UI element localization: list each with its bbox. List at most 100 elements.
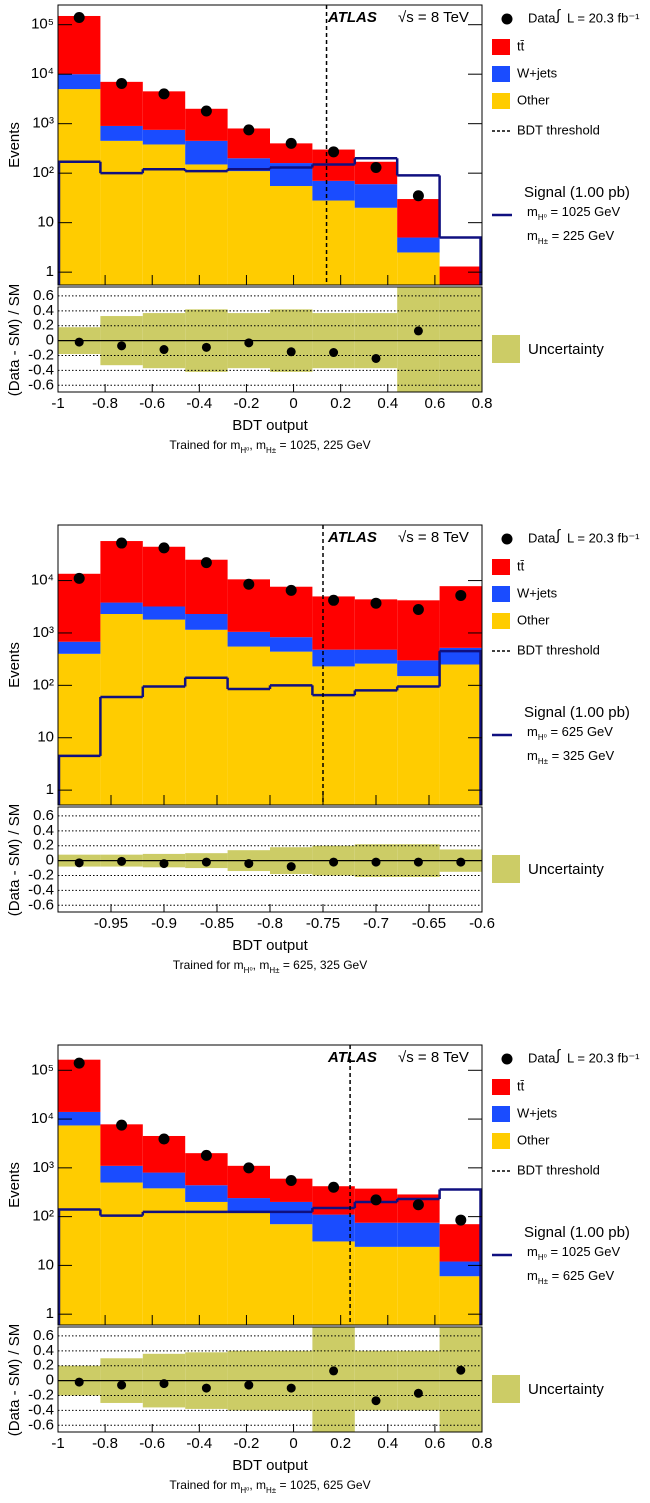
data-point — [412, 190, 424, 202]
y-tick-label: 1 — [46, 263, 54, 280]
x-tick-label: -0.7 — [363, 915, 389, 932]
bar — [142, 619, 186, 805]
data-point — [158, 1133, 170, 1145]
x-axis-label: BDT output — [232, 417, 308, 434]
uncertainty-band — [439, 287, 482, 392]
ratio-frame — [57, 806, 483, 913]
uncertainty-band — [312, 1327, 355, 1432]
bar — [312, 666, 355, 805]
x-tick-label: -0.95 — [94, 915, 128, 932]
bar — [439, 266, 482, 285]
bar — [227, 158, 270, 172]
bar — [58, 89, 101, 285]
ratio-point — [413, 326, 423, 336]
legend-swatch — [492, 66, 510, 82]
legend-label: BDT threshold — [517, 1162, 600, 1177]
ratio-point — [201, 342, 211, 352]
ratio-axis-label: (Data - SM) / SM — [6, 1324, 23, 1437]
ratio-point — [244, 859, 254, 869]
y-tick-label: 10⁴ — [31, 1110, 54, 1127]
x-tick-label: 0.6 — [424, 1435, 445, 1452]
bar — [142, 546, 186, 607]
legend-mass-part: = 225 GeV — [548, 228, 614, 243]
bar — [397, 1222, 440, 1247]
ratio-tick-label: 0.2 — [33, 317, 54, 334]
legend-label: Other — [517, 612, 550, 627]
ratio-tick-label: -0.4 — [28, 1401, 54, 1418]
legend-mass-subscript: H± — [538, 237, 549, 246]
legend-swatch — [492, 855, 520, 883]
data-point — [412, 604, 424, 616]
bar — [397, 237, 440, 253]
y-tick-label: 10² — [32, 676, 54, 693]
ratio-point — [117, 1380, 127, 1390]
legend-label: BDT threshold — [517, 122, 600, 137]
bar — [354, 1246, 398, 1325]
ratio-axis-label: (Data - SM) / SM — [6, 804, 23, 917]
legend-label: BDT threshold — [517, 642, 600, 657]
x-tick-label: -0.6 — [469, 915, 495, 932]
ratio-point — [159, 859, 169, 869]
bar — [270, 163, 313, 187]
legend-label: Uncertainty — [528, 861, 604, 878]
y-tick-label: 10 — [37, 1256, 54, 1273]
ratio-tick-label: 0.4 — [33, 302, 54, 319]
x-tick-label: -0.4 — [186, 395, 212, 412]
legend-label: Data — [528, 1050, 556, 1065]
uncertainty-band — [397, 287, 440, 392]
bar — [58, 641, 101, 654]
ratio-axis-label: (Data - SM) / SM — [6, 284, 23, 397]
bar — [227, 171, 270, 285]
x-tick-label: -0.8 — [92, 395, 118, 412]
caption-subscript: H± — [266, 1486, 277, 1495]
y-tick-label: 10⁵ — [31, 1061, 54, 1078]
bar — [227, 1211, 270, 1325]
bar — [354, 184, 398, 208]
data-point — [285, 1175, 297, 1187]
experiment-label: ATLAS — [327, 9, 377, 26]
lumi-symbol: ∫ — [555, 527, 562, 544]
ratio-point — [413, 857, 423, 867]
x-tick-label: -0.2 — [234, 1435, 260, 1452]
bar — [397, 676, 440, 805]
legend-label: W+jets — [517, 585, 558, 600]
bar — [185, 559, 228, 615]
lumi-symbol: ∫ — [555, 7, 562, 24]
bar — [312, 649, 355, 667]
data-point — [412, 1199, 424, 1211]
legend-swatch — [492, 39, 510, 55]
y-axis-label: Events — [6, 642, 23, 688]
x-tick-label: -1 — [51, 395, 64, 412]
y-axis-label: Events — [6, 122, 23, 168]
bar — [185, 1185, 228, 1202]
bar — [312, 180, 355, 201]
y-tick-label: 10² — [32, 1208, 54, 1225]
ratio-tick-label: 0.4 — [33, 822, 54, 839]
legend-mass: mH⁰ = 1025 GeV — [527, 204, 621, 222]
y-tick-label: 10³ — [32, 624, 54, 641]
x-tick-label: -0.75 — [306, 915, 340, 932]
legend-label: Data — [528, 530, 556, 545]
bar — [270, 637, 313, 652]
ratio-point — [117, 856, 127, 866]
ratio-point — [371, 353, 381, 363]
legend-mass-part: = 1025 GeV — [547, 204, 621, 219]
ratio-tick-label: -0.6 — [28, 376, 54, 393]
legend-swatch — [492, 613, 510, 629]
ratio-plot — [58, 287, 482, 392]
data-point — [200, 557, 212, 569]
x-tick-label: 0.4 — [377, 1435, 398, 1452]
legend-label: Uncertainty — [528, 341, 604, 358]
bar — [100, 1182, 143, 1325]
bar — [100, 140, 143, 285]
ratio-tick-label: -0.4 — [28, 881, 54, 898]
bar — [100, 602, 143, 615]
legend-label: Other — [517, 92, 550, 107]
ratio-tick-label: -0.4 — [28, 361, 54, 378]
bar — [397, 1246, 440, 1325]
caption-subscript: H⁰ — [240, 1486, 249, 1495]
legend-marker — [501, 13, 513, 25]
data-point — [328, 594, 340, 606]
ratio-tick-label: 0.2 — [33, 1357, 54, 1374]
